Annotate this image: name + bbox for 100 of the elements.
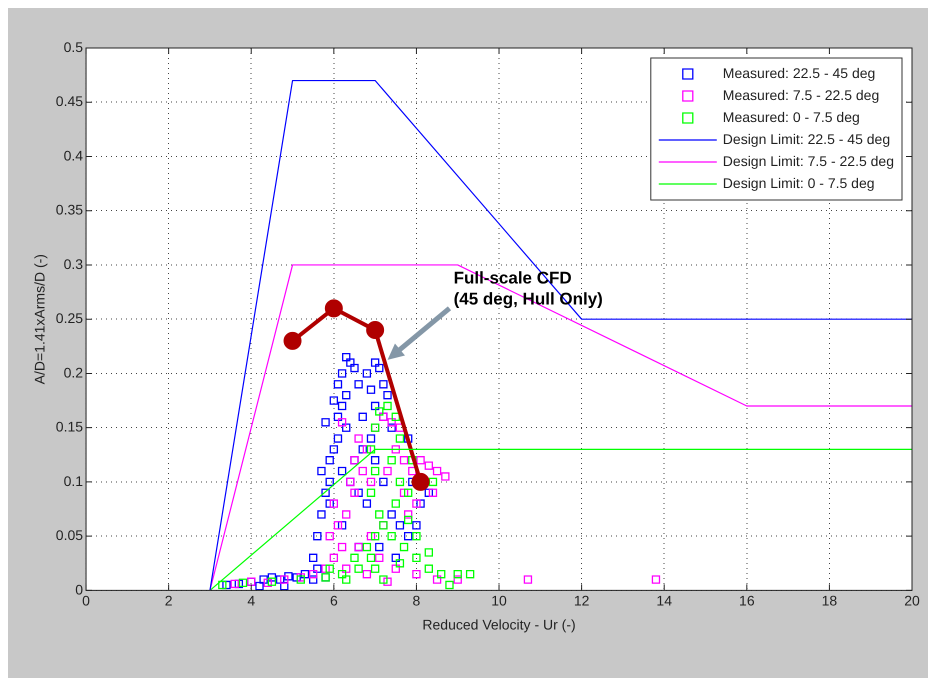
point: [330, 554, 338, 562]
point: [375, 407, 384, 416]
point: [324, 299, 343, 318]
point: [362, 570, 372, 578]
x-tick-label: 16: [739, 592, 755, 609]
point: [396, 434, 404, 443]
point: [441, 472, 450, 481]
point: [375, 510, 384, 519]
point: [338, 570, 346, 578]
point: [238, 578, 248, 587]
point: [383, 466, 392, 476]
point: [342, 564, 350, 573]
point: [454, 570, 462, 578]
y-axis-title: A/D=1.41xArms/D (-): [31, 254, 48, 384]
point: [466, 570, 474, 578]
point: [309, 570, 318, 578]
point: [437, 570, 446, 578]
point: [268, 578, 276, 586]
point: [366, 554, 376, 562]
y-tick-label: 0.15: [56, 418, 84, 435]
point: [350, 554, 359, 562]
point: [330, 499, 338, 508]
point: [362, 542, 372, 552]
point: [321, 564, 330, 573]
y-tick-label: 0.25: [56, 310, 84, 326]
point: [354, 564, 363, 573]
y-tick-label: 0.05: [56, 527, 84, 544]
point: [383, 578, 392, 586]
x-tick-label: 14: [656, 592, 672, 609]
point: [366, 532, 376, 540]
point: [404, 488, 412, 497]
point: [366, 321, 384, 340]
y-tick-label: 0.1: [64, 472, 84, 489]
x-tick-label: 2: [164, 592, 173, 609]
point: [432, 466, 442, 476]
point: [366, 478, 376, 486]
point: [412, 570, 421, 578]
point: [370, 532, 380, 540]
point: [412, 472, 430, 491]
point: [652, 575, 660, 584]
point: [334, 521, 342, 530]
point: [428, 478, 438, 486]
y-tick-label: 0.5: [64, 38, 84, 55]
point: [416, 456, 425, 464]
point: [387, 418, 396, 426]
x-axis-title: Reduced Velocity - Ur (-): [422, 616, 576, 632]
x-tick-label: 6: [330, 592, 338, 609]
point: [404, 510, 412, 519]
point: [366, 488, 376, 497]
legend-label: Measured: 22.5 - 45 deg: [722, 64, 876, 81]
point: [366, 445, 376, 454]
point: [387, 532, 396, 540]
point: [230, 580, 239, 588]
point: [358, 466, 367, 476]
point: [326, 532, 334, 540]
x-tick-label: 20: [904, 592, 920, 609]
point: [326, 564, 334, 573]
y-tick-label: 0.2: [64, 364, 84, 380]
point: [400, 488, 408, 497]
point: [432, 575, 442, 584]
legend-label: Measured: 7.5 - 22.5 deg: [722, 86, 880, 103]
point: [392, 445, 400, 454]
point: [412, 499, 421, 508]
x-tick-label: 12: [574, 592, 590, 609]
point: [362, 445, 372, 454]
point: [424, 461, 434, 470]
x-tick-label: 4: [247, 592, 256, 609]
point: [424, 564, 434, 573]
point: [412, 532, 421, 540]
point: [392, 564, 400, 573]
legend-label: Design Limit: 22.5 - 45 deg: [722, 130, 890, 147]
x-tick-label: 8: [412, 592, 421, 609]
point: [524, 575, 532, 584]
point: [445, 580, 454, 590]
point: [404, 516, 412, 524]
point: [375, 554, 384, 562]
point: [338, 418, 346, 426]
x-tick-label: 10: [491, 592, 508, 609]
point: [400, 456, 408, 464]
point: [392, 499, 400, 508]
point: [342, 510, 350, 519]
legend-label: Measured: 0 - 7.5 deg: [722, 108, 860, 125]
point: [264, 578, 272, 587]
point: [342, 575, 350, 584]
legend-label: Design Limit: 7.5 - 22.5 deg: [722, 152, 894, 169]
point: [379, 575, 388, 584]
point: [280, 575, 288, 584]
point: [284, 332, 302, 350]
point: [350, 488, 359, 497]
y-tick-label: 0.4: [64, 147, 84, 164]
point: [454, 575, 462, 584]
y-tick-label: 0: [75, 581, 84, 598]
point: [400, 542, 408, 552]
point: [412, 554, 421, 562]
point: [428, 488, 438, 497]
point: [408, 466, 416, 476]
y-tick-label: 0.45: [56, 93, 84, 110]
point: [338, 542, 346, 552]
y-tick-label: 0.35: [56, 202, 84, 218]
point: [383, 402, 392, 410]
